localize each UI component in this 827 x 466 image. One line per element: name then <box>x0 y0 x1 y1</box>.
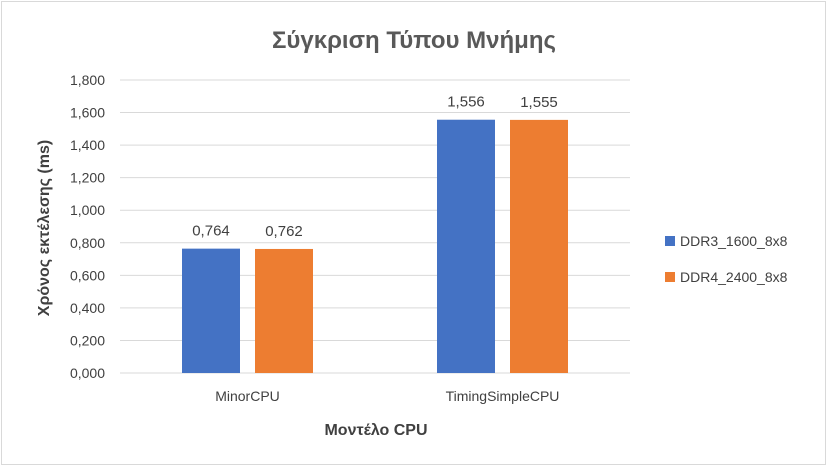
y-tick-label: 0,600 <box>70 267 105 283</box>
y-axis-ticks: 0,000 0,200 0,400 0,600 0,800 1,000 1,200 1,400… <box>70 72 105 381</box>
bar <box>182 248 240 373</box>
legend: DDR3_1600_8x8 DDR4_2400_8x8 <box>665 233 788 285</box>
data-label: 1,556 <box>447 94 485 111</box>
bar <box>510 119 568 373</box>
data-label: 1,555 <box>520 94 558 111</box>
x-axis-ticks: MinorCPU TimingSimpleCPU <box>215 388 559 404</box>
x-axis-title: Μοντέλο CPU <box>324 422 427 439</box>
bar <box>255 248 313 373</box>
data-labels: 0,764 0,762 1,556 1,555 <box>192 94 558 240</box>
x-tick-label: TimingSimpleCPU <box>446 388 560 404</box>
legend-swatch <box>665 236 675 246</box>
y-tick-label: 1,200 <box>70 170 105 186</box>
legend-label: DDR3_1600_8x8 <box>680 233 788 249</box>
y-tick-label: 0,000 <box>70 365 105 381</box>
y-tick-label: 0,800 <box>70 235 105 251</box>
y-tick-label: 1,800 <box>70 72 105 88</box>
y-axis-title: Χρόνος εκτέλεσης (ms) <box>36 140 53 316</box>
y-tick-label: 1,000 <box>70 202 105 218</box>
y-tick-label: 0,400 <box>70 300 105 316</box>
y-tick-label: 1,400 <box>70 137 105 153</box>
y-tick-label: 1,600 <box>70 105 105 121</box>
bars <box>182 119 568 374</box>
data-label: 0,762 <box>265 223 303 240</box>
x-tick-label: MinorCPU <box>215 388 280 404</box>
data-label: 0,764 <box>192 223 230 240</box>
legend-label: DDR4_2400_8x8 <box>680 269 788 285</box>
bar <box>437 119 495 374</box>
chart-title: Σύγκριση Τύπου Μνήμης <box>272 27 556 54</box>
y-tick-label: 0,200 <box>70 332 105 348</box>
legend-swatch <box>665 272 675 282</box>
